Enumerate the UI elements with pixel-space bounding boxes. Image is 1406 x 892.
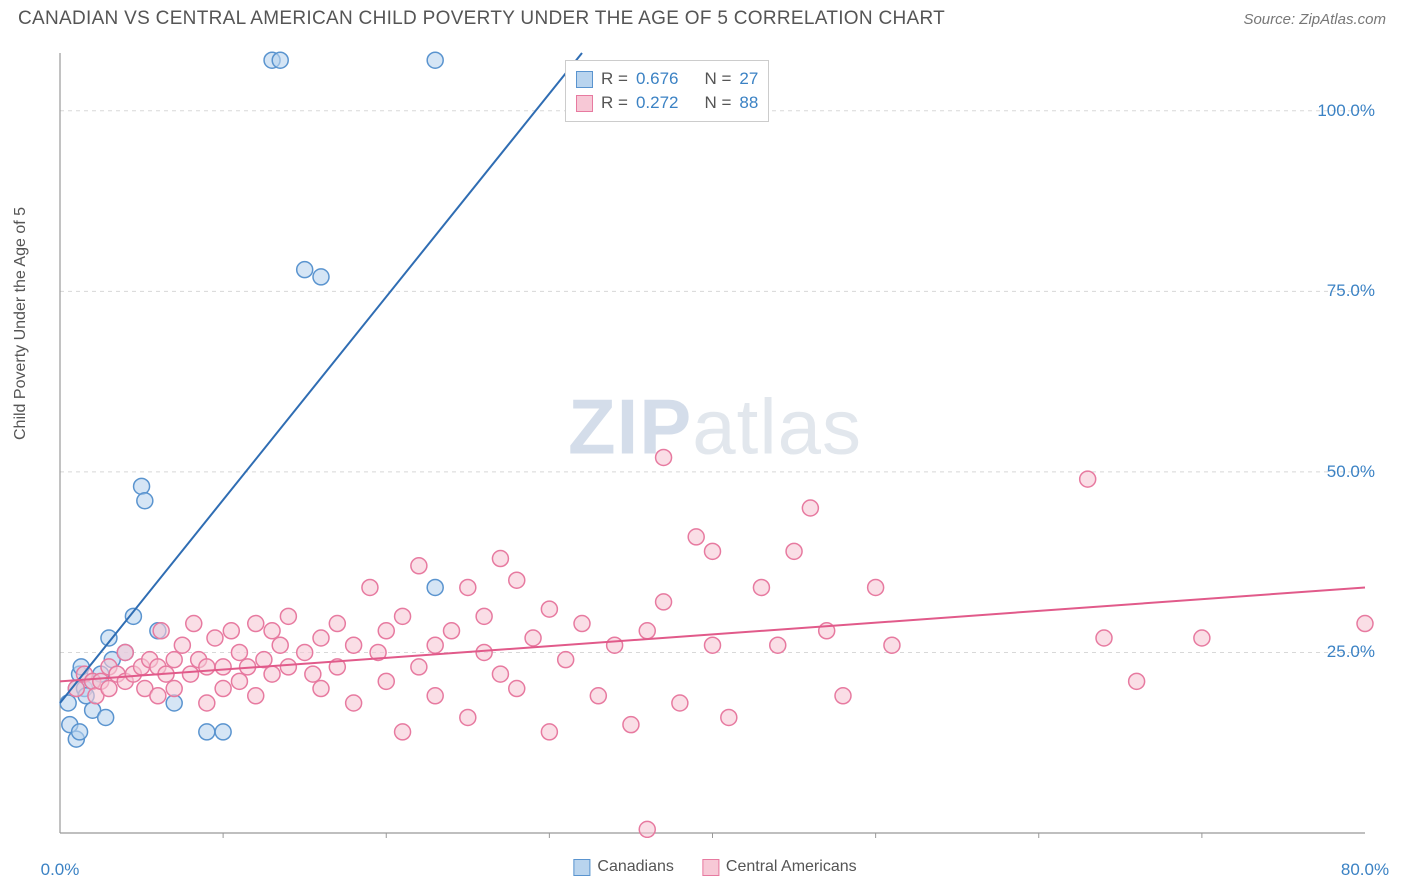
- x-tick-origin: 0.0%: [41, 860, 80, 880]
- legend-item: Canadians: [573, 858, 674, 876]
- chart-source: Source: ZipAtlas.com: [1243, 11, 1386, 28]
- y-tick-label: 100.0%: [1317, 101, 1375, 121]
- legend-label: Canadians: [597, 858, 674, 876]
- stats-r-label: R =: [601, 93, 628, 113]
- y-axis-label: Child Poverty Under the Age of 5: [12, 207, 30, 440]
- y-tick-label: 75.0%: [1327, 281, 1375, 301]
- stats-n-label: N =: [704, 69, 731, 89]
- legend-label: Central Americans: [726, 858, 857, 876]
- chart-area: ZIPatlas 25.0%50.0%75.0%100.0% 0.0% 80.0…: [55, 48, 1375, 838]
- legend-swatch: [573, 859, 590, 876]
- stats-r-value: 0.272: [636, 93, 679, 113]
- stats-r-label: R =: [601, 69, 628, 89]
- stats-row: R = 0.272 N = 88: [576, 91, 758, 115]
- stats-n-label: N =: [704, 93, 731, 113]
- y-tick-label: 50.0%: [1327, 462, 1375, 482]
- legend-item: Central Americans: [702, 858, 857, 876]
- scatter-plot-svg: [55, 48, 1375, 838]
- y-tick-label: 25.0%: [1327, 642, 1375, 662]
- chart-header: CANADIAN VS CENTRAL AMERICAN CHILD POVER…: [0, 0, 1406, 34]
- chart-title: CANADIAN VS CENTRAL AMERICAN CHILD POVER…: [18, 8, 945, 30]
- stats-swatch: [576, 71, 593, 88]
- stats-n-value: 88: [739, 93, 758, 113]
- bottom-legend: Canadians Central Americans: [573, 858, 856, 876]
- stats-n-value: 27: [739, 69, 758, 89]
- stats-legend-box: R = 0.676 N = 27 R = 0.272 N = 88: [565, 60, 769, 122]
- stats-r-value: 0.676: [636, 69, 679, 89]
- stats-row: R = 0.676 N = 27: [576, 67, 758, 91]
- stats-swatch: [576, 95, 593, 112]
- x-tick-end: 80.0%: [1341, 860, 1389, 880]
- legend-swatch: [702, 859, 719, 876]
